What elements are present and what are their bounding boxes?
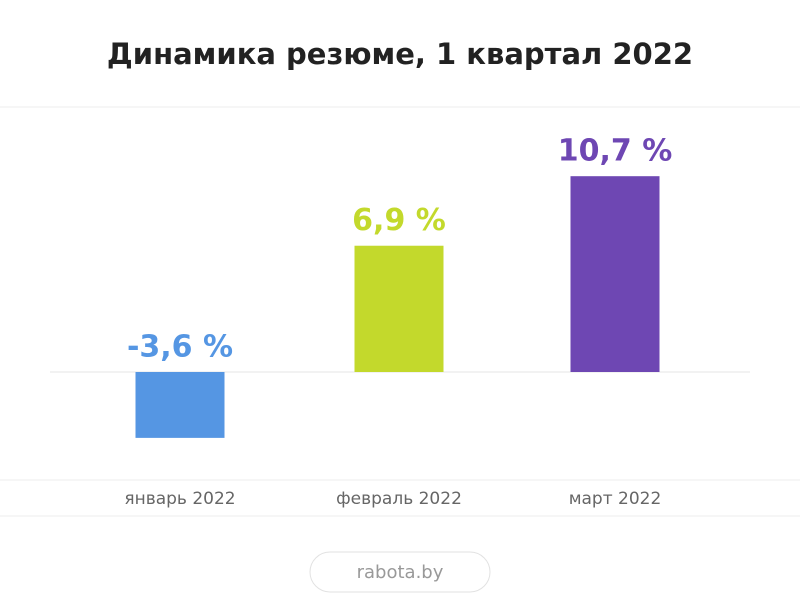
value-label: 6,9 % [352, 203, 446, 238]
x-tick-label: февраль 2022 [336, 489, 462, 509]
value-label: 10,7 % [558, 134, 673, 169]
x-tick-label: январь 2022 [124, 489, 235, 509]
bar [135, 372, 225, 438]
chart-title: Динамика резюме, 1 квартал 2022 [107, 37, 693, 71]
bar [570, 176, 660, 372]
x-tick-label: март 2022 [569, 489, 662, 509]
bar [354, 245, 444, 372]
source-pill [309, 551, 491, 593]
source: rabota.by [357, 562, 444, 583]
value-label: -3,6 % [127, 330, 233, 365]
